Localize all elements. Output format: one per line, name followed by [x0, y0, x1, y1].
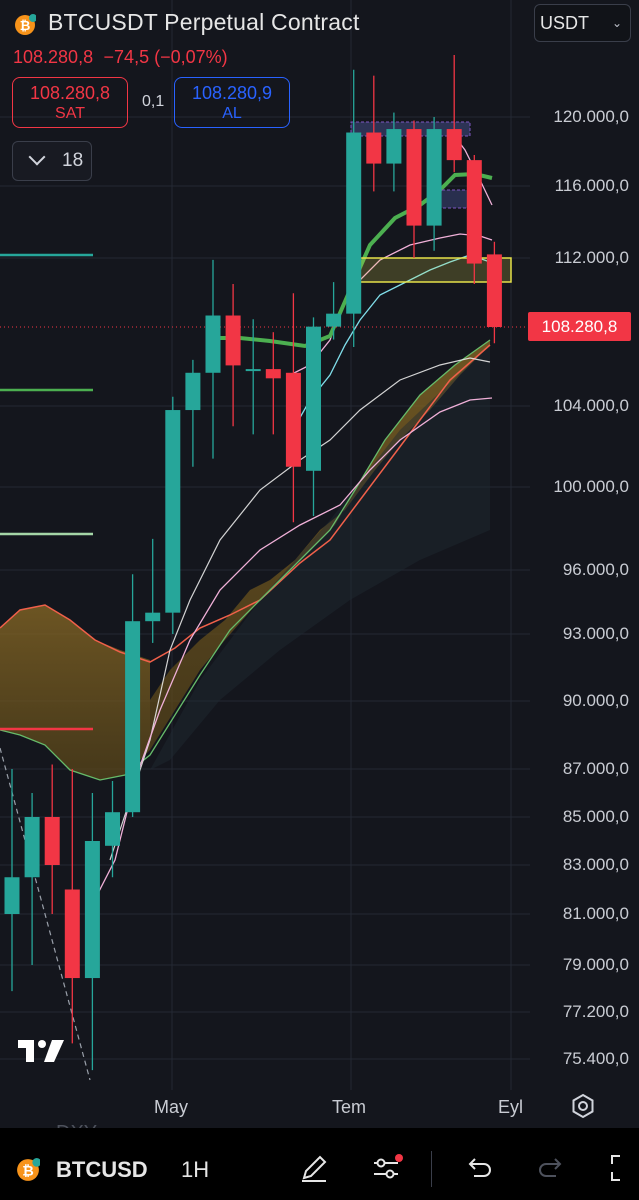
- price-axis-label: 93.000,0: [562, 624, 629, 643]
- candle-body: [346, 132, 362, 314]
- candle-body: [245, 369, 261, 372]
- pencil-icon[interactable]: [296, 1150, 332, 1186]
- svg-text:₿: ₿: [22, 1163, 34, 1179]
- candle-body: [4, 877, 20, 914]
- ma-lightpink-fast: [289, 233, 493, 376]
- buy-label: AL: [222, 105, 242, 122]
- candle-body: [105, 812, 120, 846]
- price-axis-label: 85.000,0: [562, 807, 629, 826]
- price-axis-label: 112.000,0: [554, 248, 629, 267]
- symbol-title[interactable]: BTCUSDT Perpetual Contract: [48, 9, 360, 35]
- current-price-tag: 108.280,8: [528, 312, 631, 341]
- price-axis-label: 100.000,0: [553, 477, 629, 496]
- candle-body: [205, 315, 221, 373]
- indicators-icon[interactable]: [368, 1150, 404, 1186]
- sell-price: 108.280,8: [29, 83, 111, 103]
- candle-body: [225, 315, 241, 366]
- price-axis-label: 83.000,0: [562, 855, 629, 874]
- ma-cyan: [289, 254, 491, 436]
- price-axis-label: 96.000,0: [562, 560, 629, 579]
- chevron-down-icon: [28, 148, 46, 166]
- timeframe-button[interactable]: 1H: [181, 1157, 210, 1182]
- candle-body: [486, 254, 502, 327]
- shaded-band: [150, 345, 490, 770]
- candle-body: [306, 326, 321, 471]
- candle-body: [84, 841, 100, 979]
- price-axis-label: 87.000,0: [562, 759, 629, 778]
- last-price: 108.280,8: [13, 47, 94, 67]
- buy-price: 108.280,9: [191, 83, 273, 103]
- candle-body: [366, 132, 382, 164]
- price-axis-label: 116.000,0: [554, 176, 629, 195]
- candle-body: [326, 313, 342, 327]
- price-change-line: 108.280,8 −74,5 (−0,07%): [13, 47, 228, 68]
- buy-button[interactable]: 108.280,9 AL: [174, 77, 290, 128]
- candle-body: [466, 160, 482, 264]
- lot-value: 18: [62, 150, 84, 171]
- toolbar-divider: [431, 1151, 432, 1187]
- bitcoin-coin-icon: ₿: [17, 1158, 40, 1181]
- lot-size-dropdown[interactable]: 18: [12, 141, 92, 181]
- time-axis-label: May: [154, 1097, 189, 1117]
- price-axis-label: 104.000,0: [553, 396, 629, 415]
- price-change: −74,5 (−0,07%): [103, 47, 228, 67]
- cloud-edge-red: [0, 344, 491, 663]
- candle-body: [24, 817, 40, 878]
- ma-white-slow: [109, 357, 491, 861]
- cloud-edge-green: [0, 339, 491, 781]
- sell-button[interactable]: 108.280,8 SAT: [12, 77, 128, 128]
- settings-icon[interactable]: [569, 1092, 597, 1120]
- bottom-symbol-button[interactable]: BTCUSD: [56, 1157, 148, 1182]
- candle-body: [386, 129, 402, 164]
- candle-body: [446, 129, 462, 161]
- candle-body: [64, 889, 80, 979]
- currency-select[interactable]: USDT ⌄: [534, 4, 631, 42]
- chevron-down-icon: ⌄: [611, 16, 622, 30]
- candle-body: [165, 410, 181, 613]
- sell-label: SAT: [55, 105, 85, 122]
- candle-body: [185, 372, 201, 411]
- candle-body: [44, 817, 60, 865]
- dashed-trendline: [0, 747, 91, 1081]
- redo-icon[interactable]: [534, 1150, 570, 1186]
- bottom-toolbar: [0, 1128, 639, 1200]
- price-axis-label: 120.000,0: [553, 107, 629, 126]
- price-axis-label: 90.000,0: [562, 691, 629, 710]
- ma-green-thick: [210, 171, 493, 349]
- svg-text:₿: ₿: [20, 19, 31, 34]
- undo-icon[interactable]: [460, 1150, 496, 1186]
- spread-value: 0,1: [142, 93, 165, 110]
- candle-body: [426, 129, 442, 226]
- currency-value: USDT: [540, 13, 589, 33]
- candle-body: [125, 621, 141, 813]
- time-axis-label: Tem: [332, 1097, 367, 1117]
- candle-body: [265, 369, 281, 379]
- price-axis-label: 79.000,0: [562, 955, 629, 974]
- time-axis-label: Eyl: [498, 1097, 524, 1117]
- price-axis-label: 77.200,0: [562, 1002, 629, 1021]
- fullscreen-icon[interactable]: [606, 1150, 639, 1186]
- tradingview-logo: [18, 1040, 64, 1062]
- candle-body: [285, 372, 301, 467]
- price-axis-label: 75.400,0: [562, 1049, 629, 1068]
- candle-body: [406, 129, 422, 226]
- bitcoin-coin-icon: ₿: [15, 14, 36, 35]
- candle-body: [145, 612, 161, 622]
- candles: [4, 55, 502, 1071]
- price-axis-label: 81.000,0: [562, 904, 629, 923]
